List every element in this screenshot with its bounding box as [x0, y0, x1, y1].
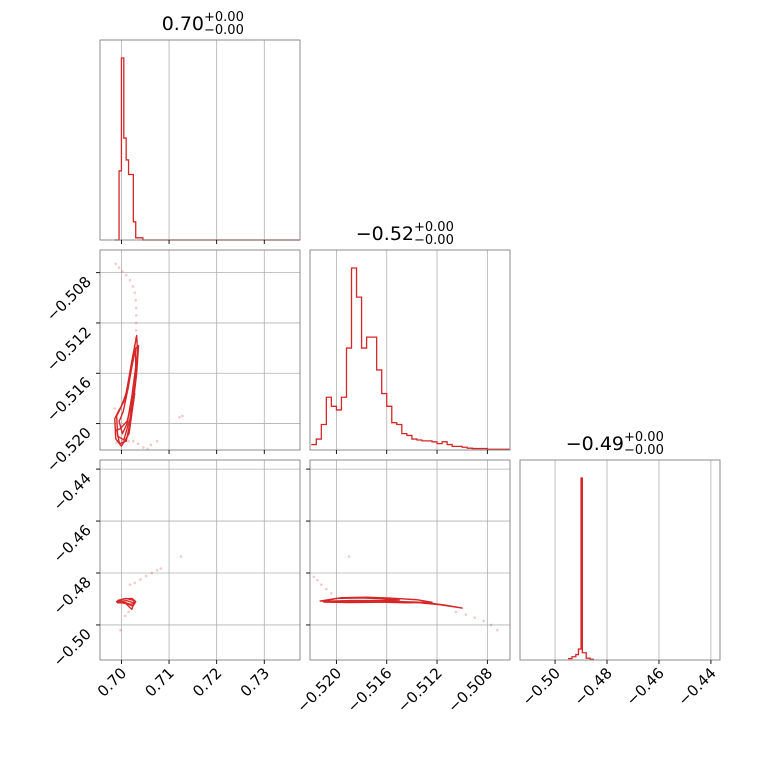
title-plus-0: +0.00: [204, 10, 244, 25]
scatter-point: [496, 628, 499, 632]
y-tick-label: −0.516: [43, 373, 95, 425]
x-tick-label: −0.46: [623, 664, 668, 709]
scatter-point: [119, 628, 122, 632]
x-tick-label: −0.44: [675, 664, 720, 709]
x-tick-label: 0.73: [237, 664, 273, 700]
y-tick-label: −0.48: [50, 573, 95, 618]
scatter-point: [124, 273, 128, 277]
scatter-point: [150, 571, 154, 575]
panel-frame-1-1: [309, 249, 511, 451]
scatter-point: [473, 616, 477, 619]
y-tick-label: −0.512: [43, 323, 95, 375]
scatter-point: [134, 314, 138, 317]
contour-level: [323, 599, 463, 609]
scatter-point: [123, 614, 127, 618]
scatter-point: [159, 567, 163, 570]
contour-level: [114, 344, 140, 447]
scatter-point: [114, 262, 118, 266]
title-plus-2: +0.00: [624, 430, 664, 445]
scatter-point: [134, 299, 138, 302]
histogram-0: [114, 57, 300, 241]
panel-frame-2-0: [99, 459, 301, 661]
x-tick-label: −0.520: [293, 664, 345, 716]
panel-frame-2-1: [309, 459, 511, 661]
scatter-point: [454, 610, 458, 614]
scatter-point: [128, 583, 132, 586]
title-minus-2: −0.00: [624, 443, 664, 458]
y-tick-label: −0.44: [50, 469, 95, 514]
scatter-point: [149, 443, 153, 447]
x-tick-label: 0.72: [189, 664, 225, 700]
scatter-point: [179, 555, 183, 558]
scatter-point: [134, 321, 138, 325]
marks-layer: [113, 57, 595, 660]
scatter-point: [464, 613, 468, 616]
scatter-point: [146, 447, 149, 451]
scatter-point: [127, 610, 130, 614]
panel-frame-0-0: [99, 39, 301, 241]
x-tick-label: 0.71: [142, 664, 178, 700]
scatter-point: [132, 439, 135, 443]
scatter-point: [133, 291, 137, 295]
scatter-point: [325, 587, 328, 591]
title-value-2: −0.49: [566, 433, 624, 455]
scatter-point: [144, 574, 148, 578]
scatter-point: [330, 591, 333, 595]
scatter-point: [128, 278, 132, 282]
scatter-point: [134, 329, 138, 332]
x-tick-label: −0.508: [444, 664, 496, 716]
title-minus-0: −0.00: [204, 23, 244, 38]
scatter-point: [312, 575, 316, 579]
scatter-point: [127, 439, 130, 443]
x-tick-label: −0.50: [519, 664, 564, 709]
scatter-point: [178, 415, 181, 419]
y-tick-label: −0.50: [50, 625, 95, 670]
histogram-2: [568, 477, 595, 660]
scatter-point: [121, 270, 124, 273]
grid-layer: [100, 40, 712, 660]
scatter-point: [136, 442, 140, 446]
y-tick-label: −0.46: [50, 521, 95, 566]
scatter-point: [320, 583, 323, 586]
scatter-point: [482, 619, 485, 623]
scatter-point: [117, 266, 121, 269]
frames-layer: [99, 39, 721, 661]
scatter-point: [142, 446, 145, 449]
scatter-point: [155, 439, 159, 443]
title-value-1: −0.52: [356, 223, 414, 245]
scatter-point: [316, 578, 319, 582]
title-minus-1: −0.00: [414, 233, 454, 248]
y-tick-label: −0.508: [43, 273, 95, 325]
scatter-point: [181, 414, 184, 418]
x-tick-label: −0.512: [394, 664, 446, 716]
histogram-1: [311, 267, 510, 450]
scatter-point: [139, 578, 142, 581]
scatter-point: [131, 285, 135, 288]
scatter-point: [133, 581, 137, 585]
title-value-0: 0.70: [162, 13, 204, 35]
scatter-point: [489, 623, 493, 627]
scatter-point: [113, 407, 117, 410]
panel-frame-1-0: [99, 249, 301, 451]
ticks-layer: 0.70 0.71 0.72 0.73 −0.520−0.516−0.512−0.508…: [43, 240, 720, 716]
scatter-point: [347, 555, 351, 558]
x-tick-label: 0.70: [94, 664, 130, 700]
panel-frame-2-2: [519, 459, 721, 661]
y-tick-label: −0.520: [43, 424, 95, 476]
contour-level: [116, 599, 135, 611]
scatter-point: [134, 306, 138, 310]
title-plus-1: +0.00: [414, 220, 454, 235]
scatter-point: [155, 569, 159, 572]
titles-layer: 0.70 +0.00−0.00−0.52 +0.00−0.00−0.49 +0.00−…: [162, 10, 664, 458]
contour-level: [115, 392, 136, 445]
x-tick-label: −0.48: [571, 664, 616, 709]
x-tick-label: −0.516: [344, 664, 396, 716]
